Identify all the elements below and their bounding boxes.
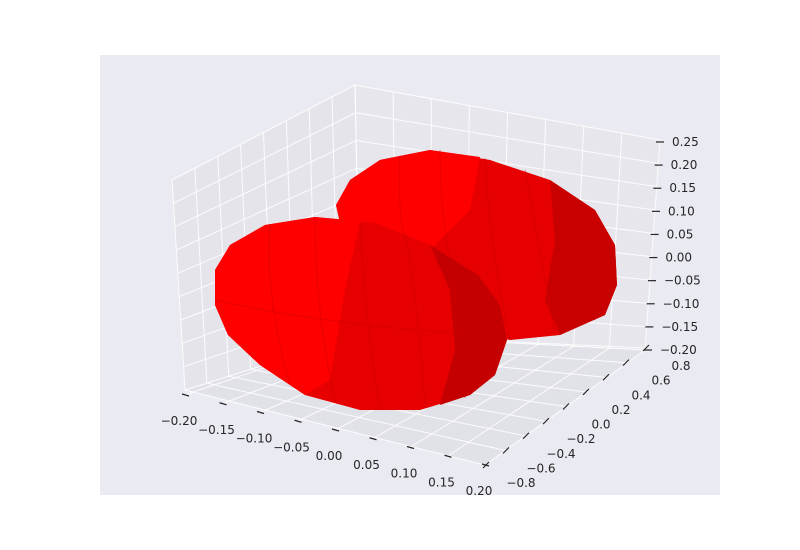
grid-line-z	[173, 112, 659, 204]
x-tick-label: 0.05	[353, 458, 380, 472]
grid-line-z	[174, 140, 657, 228]
y-tick-mark	[482, 461, 490, 469]
y-tick-label: −0.8	[506, 476, 535, 490]
grid-line-y	[206, 382, 506, 451]
y-tick-mark	[522, 432, 530, 440]
x-tick-mark	[331, 428, 340, 432]
z-tick-label: 0.10	[668, 204, 695, 218]
ellipsoid-1-highlight	[215, 217, 360, 395]
z-tick-label: 0.25	[672, 135, 699, 149]
x-tick-label: 0.20	[466, 484, 493, 498]
x-tick-label: −0.10	[236, 432, 273, 446]
z-tick-label: 0.15	[669, 181, 696, 195]
x-tick-mark	[294, 419, 302, 423]
z-tick-label: −0.05	[664, 274, 701, 288]
z-tick-label: −0.20	[660, 343, 697, 357]
y-tick-mark	[622, 359, 630, 367]
grid-line-x	[447, 347, 610, 457]
x-tick-mark	[444, 454, 452, 458]
x-tick-label: 0.10	[391, 467, 418, 481]
x-tick-label: 0.00	[316, 449, 343, 463]
grid-line-x	[409, 345, 575, 448]
y-tick-label: −0.2	[566, 432, 595, 446]
grid-line-y-back	[194, 168, 208, 384]
grid-line-y-back	[171, 179, 186, 391]
z-tick-label: −0.15	[661, 320, 698, 334]
x-tick-label: −0.15	[198, 423, 235, 437]
y-tick-label: 0.0	[591, 418, 610, 432]
y-tick-mark	[602, 373, 610, 381]
y-tick-mark	[562, 403, 570, 410]
axes: −0.20−0.15−0.10−0.050.000.050.100.150.20…	[161, 135, 701, 498]
ellipsoid-2-shade	[545, 180, 617, 335]
ellipsoid-1-shade	[430, 245, 507, 405]
x-tick-mark	[369, 437, 377, 441]
y-tick-mark	[542, 417, 550, 425]
ellipsoid-1-facets	[214, 216, 506, 411]
y-tick-label: 0.6	[651, 374, 670, 388]
y-tick-label: 0.4	[631, 388, 650, 402]
y-tick-label: 0.2	[611, 403, 630, 417]
z-tick-label: 0.20	[671, 158, 698, 172]
ellipsoid-1	[214, 216, 507, 411]
grid-line-x-back	[608, 133, 623, 349]
x-tick-mark	[256, 410, 265, 415]
z-tick-label: −0.10	[663, 297, 700, 311]
x-tick-label: −0.20	[161, 414, 198, 428]
x-tick-mark	[406, 445, 415, 450]
grid-line-x-back	[644, 139, 661, 351]
z-tick-label: 0.00	[665, 251, 692, 265]
grid-line-y	[184, 389, 486, 466]
z-tick-label: 0.05	[667, 227, 694, 241]
x-tick-label: −0.05	[273, 440, 310, 454]
y-tick-mark	[502, 446, 510, 454]
x-tick-mark	[219, 402, 227, 406]
y-tick-mark	[582, 388, 590, 396]
y-tick-label: 0.8	[671, 359, 690, 373]
y-tick-label: −0.6	[526, 461, 555, 475]
y-tick-label: −0.4	[546, 447, 575, 461]
x-tick-mark	[181, 393, 190, 397]
grid-line-z	[171, 84, 661, 181]
x-tick-label: 0.15	[428, 475, 455, 489]
